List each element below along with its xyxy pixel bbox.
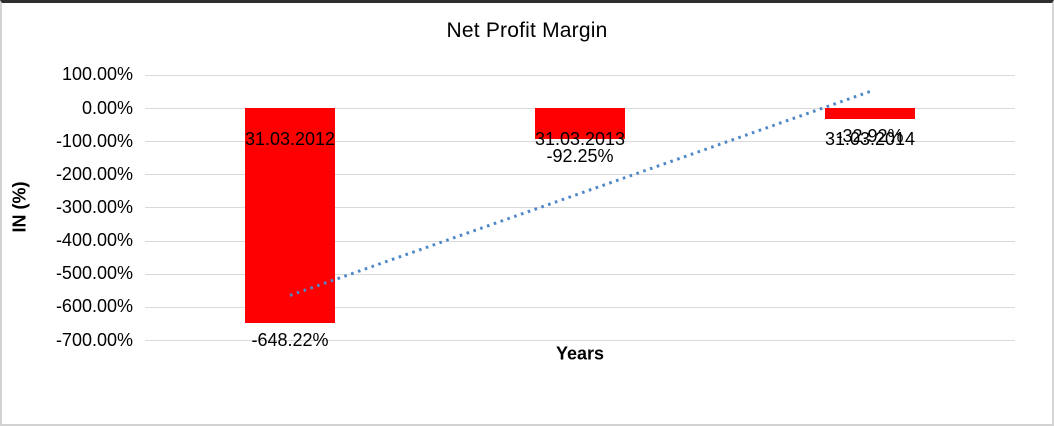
y-gridline <box>145 306 1015 308</box>
y-tick-label: -500.00% <box>55 263 133 284</box>
y-tick-label: -200.00% <box>55 163 133 184</box>
value-label: -32.92% <box>836 126 904 147</box>
y-gridline <box>145 340 1015 341</box>
y-gridline <box>145 74 1015 76</box>
category-label: 31.03.2013 <box>534 128 626 149</box>
y-tick-label: -100.00% <box>55 130 133 151</box>
category-label: 31.03.2014 <box>824 128 916 149</box>
y-tick-label: 0.00% <box>81 97 133 118</box>
value-label: -648.22% <box>251 330 329 351</box>
value-label: -92.25% <box>546 146 614 167</box>
category-label: 31.03.2012 <box>244 128 336 149</box>
x-axis-title: Years <box>555 343 605 364</box>
linear-trendline <box>289 90 871 297</box>
y-tick-label: -400.00% <box>55 230 133 251</box>
y-tick-label: -300.00% <box>55 196 133 217</box>
y-tick-label: 100.00% <box>61 64 133 85</box>
y-tick-label: -700.00% <box>55 329 133 350</box>
y-tick-label: -600.00% <box>55 296 133 317</box>
chart-title: Net Profit Margin <box>446 19 608 42</box>
bar-31.03.2014 <box>825 108 915 119</box>
